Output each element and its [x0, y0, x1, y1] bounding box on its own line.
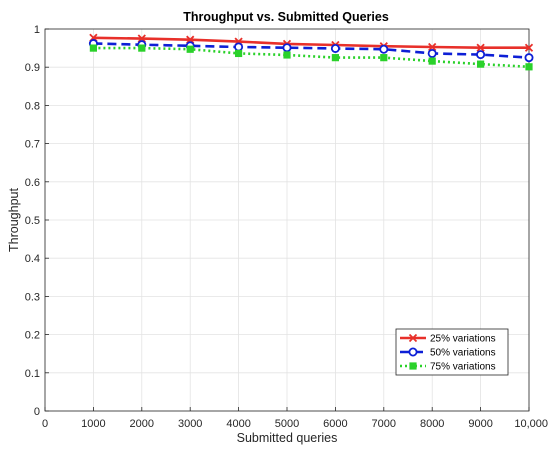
x-tick-label: 1000	[81, 418, 105, 430]
data-point	[380, 54, 388, 62]
data-point	[234, 49, 243, 58]
x-tick-label: 6000	[323, 418, 347, 430]
y-tick-label: 0.5	[25, 215, 40, 227]
x-tick-label: 0	[42, 418, 48, 430]
data-point	[89, 44, 97, 52]
marker-stroke	[476, 43, 485, 52]
data-point	[428, 57, 436, 65]
x-tick-label: 8000	[420, 418, 444, 430]
y-tick-label: 0.9	[25, 62, 40, 74]
legend-label: 25% variations	[430, 334, 496, 345]
y-tick-label: 0.1	[25, 368, 40, 380]
marker-stroke	[408, 333, 418, 343]
series-line	[93, 42, 530, 59]
series-2	[88, 39, 534, 63]
legend-label: 75% variations	[430, 362, 496, 373]
y-tick-label: 0.2	[25, 330, 40, 342]
data-point	[427, 48, 437, 58]
data-point	[524, 43, 534, 52]
x-tick-label: 10,000	[514, 418, 548, 430]
data-point	[283, 51, 291, 59]
x-tick-label: 7000	[372, 418, 396, 430]
data-point	[282, 43, 292, 53]
marker-stroke	[428, 42, 437, 52]
series-line	[93, 36, 529, 50]
x-tick-label: 3000	[178, 418, 202, 430]
data-point	[186, 45, 194, 53]
chart-title: Throughput vs. Submitted Queries	[183, 10, 389, 24]
data-point	[524, 53, 534, 63]
x-axis-label: Submitted queries	[237, 431, 338, 445]
y-tick-label: 0.8	[25, 100, 40, 112]
x-tick-label: 9000	[468, 418, 492, 430]
legend-label: 50% variations	[430, 348, 496, 359]
data-point	[379, 44, 389, 54]
data-point	[234, 42, 244, 52]
x-axis-ticks: 0 1000 2000 3000 4000 5000 6000 7000 8000 9000 10,…	[42, 407, 548, 430]
data-point	[330, 43, 340, 53]
x-tick-label: 5000	[275, 418, 299, 430]
y-tick-label: 1	[34, 24, 40, 36]
y-axis-label: Throughput	[7, 188, 21, 252]
y-tick-label: 0.4	[25, 253, 40, 265]
data-point	[331, 54, 340, 62]
x-tick-label: 2000	[130, 418, 154, 430]
legend: 25% variations 50% variations 75% variatio…	[395, 328, 509, 376]
data-point	[476, 43, 485, 52]
legend-marker	[408, 333, 418, 343]
marker-stroke	[524, 43, 534, 52]
y-tick-label: 0.7	[25, 139, 40, 151]
data-point	[476, 60, 485, 68]
y-tick-label: 0	[34, 406, 40, 418]
data-point	[476, 50, 486, 60]
y-axis-ticks: 0 0.1 0.2 0.3 0.4 0.5 0.6 0.7 0.8 0.9 1	[25, 24, 49, 418]
series-layer	[88, 33, 534, 71]
data-point	[525, 63, 533, 71]
data-point	[428, 42, 437, 52]
legend-marker	[408, 347, 418, 357]
legend-marker	[409, 362, 417, 370]
series-3	[89, 44, 533, 71]
data-point	[138, 44, 146, 52]
y-tick-label: 0.3	[25, 291, 40, 303]
series-line	[93, 46, 530, 69]
y-tick-label: 0.6	[25, 177, 40, 189]
x-tick-label: 4000	[226, 418, 250, 430]
